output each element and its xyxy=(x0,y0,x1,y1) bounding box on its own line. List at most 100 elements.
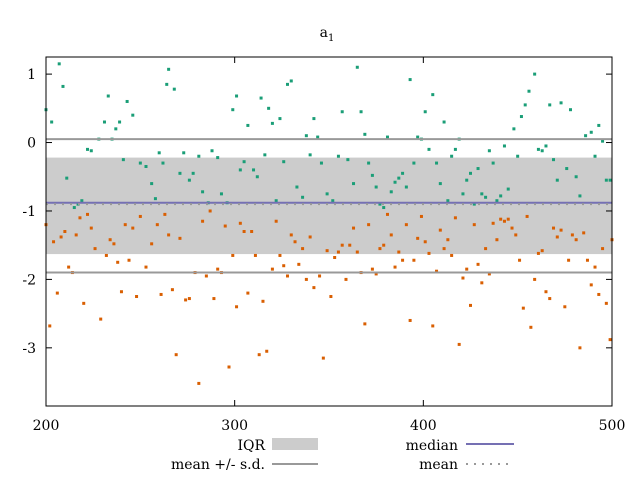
plot-frame xyxy=(45,56,613,407)
data-point xyxy=(131,226,135,230)
data-point xyxy=(167,67,171,71)
data-point xyxy=(201,190,205,194)
data-point xyxy=(559,101,563,105)
data-point xyxy=(518,258,522,262)
data-point xyxy=(231,253,235,257)
data-point xyxy=(191,171,195,175)
data-point xyxy=(197,154,201,158)
data-point xyxy=(348,243,352,247)
data-point xyxy=(393,265,397,269)
data-point xyxy=(74,233,78,237)
data-point xyxy=(336,154,340,158)
data-point xyxy=(325,249,329,253)
data-point xyxy=(172,87,176,91)
data-point xyxy=(321,356,325,360)
data-point xyxy=(178,171,182,175)
data-point xyxy=(593,265,597,269)
data-point xyxy=(304,277,308,281)
data-point xyxy=(297,262,301,266)
data-point xyxy=(389,233,393,237)
data-point xyxy=(427,251,431,255)
data-point xyxy=(540,149,544,153)
data-point xyxy=(431,324,435,328)
data-point xyxy=(285,274,289,278)
data-point xyxy=(259,96,263,100)
data-point xyxy=(144,164,148,168)
data-point xyxy=(333,256,337,260)
data-point xyxy=(363,322,367,326)
data-point xyxy=(255,175,259,179)
data-point xyxy=(65,176,69,180)
data-point xyxy=(495,238,499,242)
data-point xyxy=(367,161,371,165)
y-tick-label: -2 xyxy=(22,272,36,288)
data-point xyxy=(370,267,374,271)
data-point xyxy=(163,212,167,216)
data-point xyxy=(174,353,178,357)
data-point xyxy=(278,253,282,257)
data-point xyxy=(82,301,86,305)
data-point xyxy=(367,223,371,227)
legend-label-sd: mean +/- s.d. xyxy=(171,457,265,473)
data-point xyxy=(442,247,446,251)
data-point xyxy=(316,135,320,139)
data-point xyxy=(144,265,148,269)
data-point xyxy=(235,305,239,309)
data-point xyxy=(446,199,450,203)
data-point xyxy=(370,173,374,177)
data-point xyxy=(135,295,139,299)
data-point xyxy=(589,130,593,134)
data-point xyxy=(187,297,191,301)
data-point xyxy=(408,78,412,82)
data-point xyxy=(431,93,435,97)
data-point xyxy=(55,291,59,295)
data-point xyxy=(499,194,503,198)
data-point xyxy=(106,94,110,98)
data-point xyxy=(150,242,154,246)
x-tick-label: 200 xyxy=(33,418,60,434)
data-point xyxy=(502,144,506,148)
data-point xyxy=(359,110,363,114)
data-point xyxy=(476,167,480,171)
data-point xyxy=(593,154,597,158)
data-point xyxy=(597,292,601,296)
data-point xyxy=(246,123,250,127)
data-point xyxy=(397,176,401,180)
data-point xyxy=(548,103,552,107)
data-point xyxy=(252,168,256,172)
data-point xyxy=(187,178,191,182)
data-point xyxy=(227,365,231,369)
data-point xyxy=(282,160,286,164)
data-point xyxy=(512,127,516,131)
data-point xyxy=(102,120,106,124)
data-point xyxy=(263,153,267,157)
data-point xyxy=(382,243,386,247)
data-point xyxy=(521,306,525,310)
data-point xyxy=(487,149,491,153)
y-tick-label: -1 xyxy=(22,204,36,220)
data-point xyxy=(329,295,333,299)
data-point xyxy=(155,223,159,227)
data-point xyxy=(544,144,548,148)
data-point xyxy=(48,324,52,328)
data-point xyxy=(231,108,235,112)
data-point xyxy=(197,381,201,385)
data-point xyxy=(536,147,540,151)
data-point xyxy=(182,151,186,155)
data-point xyxy=(219,192,223,196)
data-point xyxy=(480,192,484,196)
data-point xyxy=(308,235,312,239)
data-point xyxy=(427,147,431,151)
axis-ticks: 1 0 -1 -2 -3 200 300 400 500 xyxy=(22,57,625,434)
data-point xyxy=(601,247,605,251)
data-point xyxy=(578,346,582,350)
data-point xyxy=(86,147,90,151)
data-point xyxy=(510,226,514,230)
data-point xyxy=(114,127,118,131)
data-point xyxy=(331,199,335,203)
data-point xyxy=(242,230,246,233)
data-point xyxy=(450,253,454,257)
data-point xyxy=(404,185,408,189)
legend-label-mean: mean xyxy=(419,457,458,473)
data-point xyxy=(150,182,154,186)
